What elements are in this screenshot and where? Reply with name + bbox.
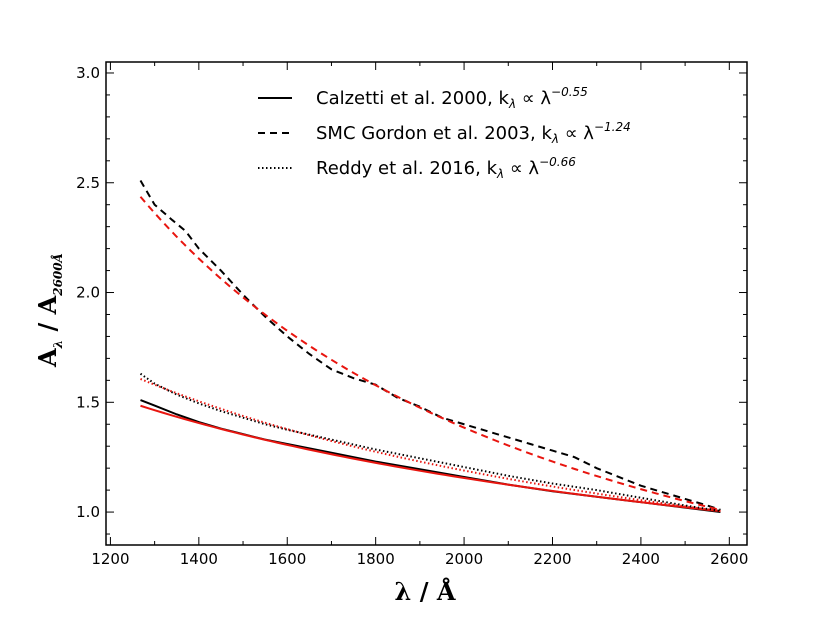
x-tick-label-1800: 1800 bbox=[357, 550, 395, 568]
y-axis-title: Aλ / A2600Å bbox=[33, 253, 65, 368]
series-smc-fit bbox=[139, 196, 721, 511]
series-calzetti-data bbox=[140, 399, 721, 514]
plot-frame bbox=[105, 61, 748, 546]
series-reddy-fit bbox=[140, 378, 721, 512]
y-tick-label-1.5: 1.5 bbox=[76, 393, 100, 411]
x-tick-label-2000: 2000 bbox=[445, 550, 483, 568]
y-tick-label-2: 2.0 bbox=[76, 284, 100, 302]
x-tick-label-2400: 2400 bbox=[622, 550, 660, 568]
legend-entry-calzetti: Calzetti et al. 2000, kλ ∝ λ−0.55 bbox=[258, 85, 588, 111]
y-tick-label-1: 1.0 bbox=[76, 503, 100, 521]
legend-label-smc: SMC Gordon et al. 2003, kλ ∝ λ−1.24 bbox=[316, 120, 631, 146]
x-tick-label-1200: 1200 bbox=[91, 550, 129, 568]
series-reddy-data bbox=[139, 372, 721, 512]
x-tick-label-1400: 1400 bbox=[180, 550, 218, 568]
legend-entry-smc: SMC Gordon et al. 2003, kλ ∝ λ−1.24 bbox=[258, 120, 631, 146]
legend: Calzetti et al. 2000, kλ ∝ λ−0.55 SMC Go… bbox=[258, 85, 631, 181]
legend-entry-reddy: Reddy et al. 2016, kλ ∝ λ−0.66 bbox=[258, 155, 576, 181]
x-axis-title: λ / Å bbox=[395, 577, 456, 606]
series-layer bbox=[139, 180, 721, 514]
series-calzetti-fit bbox=[140, 404, 721, 513]
legend-label-reddy: Reddy et al. 2016, kλ ∝ λ−0.66 bbox=[316, 155, 576, 181]
y-tick-label-3: 3.0 bbox=[76, 64, 100, 82]
x-tick-label-1600: 1600 bbox=[268, 550, 306, 568]
legend-label-calzetti: Calzetti et al. 2000, kλ ∝ λ−0.55 bbox=[316, 85, 588, 111]
x-tick-label-2200: 2200 bbox=[533, 550, 571, 568]
x-tick-label-2600: 2600 bbox=[710, 550, 748, 568]
ticks-layer: 1200 1400 1600 1800 2000 2200 2400 2600 1.0 1.5 2.… bbox=[76, 62, 748, 568]
y-tick-label-2.5: 2.5 bbox=[76, 174, 100, 192]
